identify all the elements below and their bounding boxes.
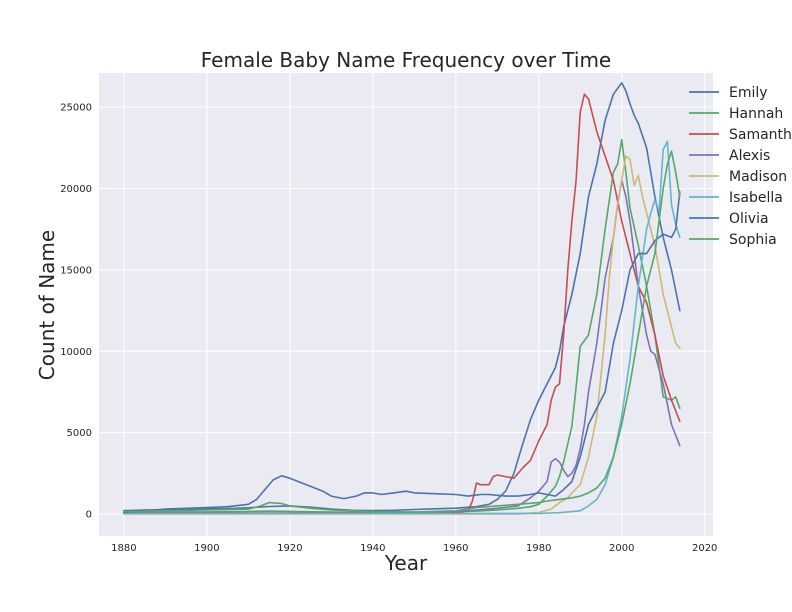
y-axis-label: Count of Name bbox=[35, 230, 59, 380]
legend-label-emily: Emily bbox=[729, 85, 768, 101]
series-line-samantha bbox=[123, 93, 681, 514]
legend: Emily Hannah Samantha Alexis Madison Isabella… bbox=[689, 85, 792, 248]
legend-label-olivia: Olivia bbox=[729, 211, 769, 227]
legend-label-samantha: Samantha bbox=[729, 127, 792, 143]
y-tick-label: 25000 bbox=[60, 103, 92, 114]
series-line-sophia bbox=[123, 150, 681, 513]
legend-label-madison: Madison bbox=[729, 169, 787, 185]
series-line-olivia bbox=[123, 191, 681, 514]
x-tick-label: 2020 bbox=[692, 543, 717, 554]
x-tick-label: 2000 bbox=[609, 543, 634, 554]
plot-area bbox=[99, 73, 713, 536]
legend-label-sophia: Sophia bbox=[729, 232, 777, 248]
y-tick-label: 15000 bbox=[60, 265, 92, 276]
legend-label-hannah: Hannah bbox=[729, 106, 783, 122]
chart-title: Female Baby Name Frequency over Time bbox=[201, 48, 611, 72]
legend-label-alexis: Alexis bbox=[729, 148, 770, 164]
series-line-emily bbox=[123, 82, 681, 512]
y-tick-label: 0 bbox=[86, 510, 92, 521]
x-tick-label: 1880 bbox=[111, 543, 136, 554]
y-tick-label: 5000 bbox=[67, 428, 92, 439]
x-tick-label: 1980 bbox=[526, 543, 551, 554]
x-tick-label: 1940 bbox=[360, 543, 385, 554]
x-tick-label: 1900 bbox=[194, 543, 219, 554]
x-axis-ticks: 1880 1900 1920 1940 1960 1980 2000 2020 bbox=[111, 543, 717, 554]
series-line-hannah bbox=[123, 138, 681, 514]
series-line-isabella bbox=[123, 140, 681, 515]
series-lines bbox=[123, 82, 681, 515]
y-tick-label: 10000 bbox=[60, 347, 92, 358]
series-line-madison bbox=[123, 155, 681, 515]
y-axis-ticks: 0 5000 10000 15000 20000 25000 bbox=[60, 103, 92, 521]
legend-label-isabella: Isabella bbox=[729, 190, 783, 206]
x-tick-label: 1920 bbox=[277, 543, 302, 554]
y-tick-label: 20000 bbox=[60, 184, 92, 195]
x-axis-label: Year bbox=[384, 551, 428, 575]
x-tick-label: 1960 bbox=[443, 543, 468, 554]
